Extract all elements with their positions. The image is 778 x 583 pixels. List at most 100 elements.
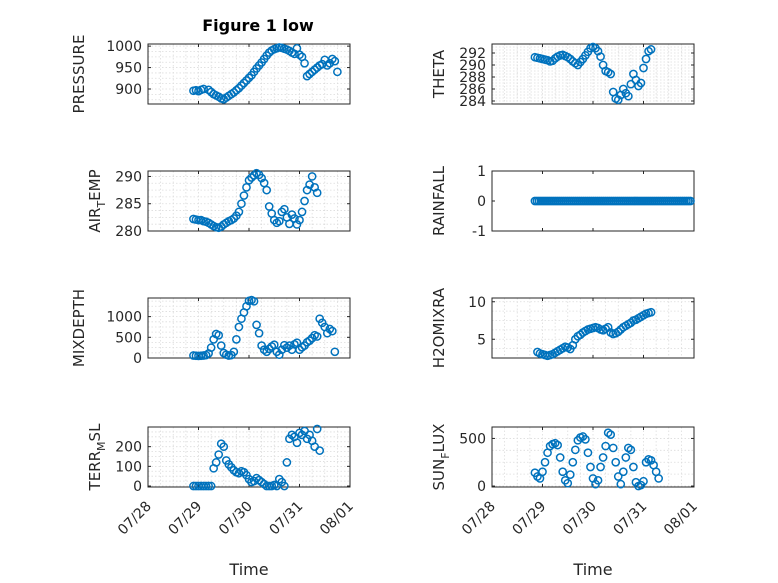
y-axis-label-sub: F <box>439 452 452 458</box>
y-axis-label: MIXDEPTH <box>70 289 88 367</box>
data-point <box>325 58 335 68</box>
x-tick-label: 07/31 <box>266 499 306 539</box>
data-point <box>596 52 605 61</box>
data-point <box>247 173 256 182</box>
data-point <box>613 472 623 481</box>
y-tick-label: 280 <box>115 224 142 240</box>
data-point <box>540 457 550 467</box>
data-point <box>629 462 638 472</box>
data-point <box>257 173 266 183</box>
y-tick-label: 286 <box>459 82 486 98</box>
x-tick-label: 08/01 <box>661 499 701 539</box>
data-point <box>548 56 557 66</box>
data-point <box>327 54 337 64</box>
data-point <box>252 320 261 330</box>
data-point <box>282 458 292 467</box>
data-point <box>613 327 623 337</box>
data-point <box>239 191 249 200</box>
y-axis-label: H2OMIXRA <box>430 287 448 368</box>
data-point <box>310 65 319 75</box>
y-tick-label: 292 <box>459 46 486 62</box>
figure-title: Figure 1 low <box>202 16 314 35</box>
data-point <box>280 481 289 491</box>
data-point <box>300 58 309 68</box>
data-point <box>327 326 337 336</box>
data-point <box>297 207 307 217</box>
y-tick-label: 284 <box>459 94 486 110</box>
data-point <box>626 445 636 455</box>
data-point <box>292 220 302 229</box>
data-point <box>593 475 603 485</box>
data-point <box>199 84 208 94</box>
data-point <box>626 79 636 89</box>
data-point <box>229 347 239 357</box>
data-point <box>282 343 292 353</box>
data-point <box>232 335 241 344</box>
data-point <box>641 54 651 64</box>
y-axis-label-rest: SL <box>86 423 104 442</box>
data-point <box>312 332 322 341</box>
data-point <box>237 199 246 209</box>
data-point <box>646 45 656 54</box>
y-tick-label: 1 <box>477 164 486 180</box>
data-point <box>305 336 314 345</box>
y-axis-label-sub: M <box>95 441 108 451</box>
subplot-h2omixra: 5 10 H2OMIXRA <box>430 287 695 368</box>
data-point <box>312 424 322 434</box>
data-point <box>322 61 332 70</box>
data-point <box>330 56 340 66</box>
data-point <box>636 78 646 88</box>
data-point <box>264 344 274 354</box>
y-axis-label: AIRTEMP <box>86 169 108 232</box>
data-point <box>262 185 272 195</box>
data-point <box>242 76 251 85</box>
data-point <box>244 73 254 83</box>
x-tick-label: 07/31 <box>610 499 650 539</box>
subplot-air_temp: 280 285 290 AIRTEMP <box>86 168 351 240</box>
data-point <box>237 81 246 90</box>
data-point <box>206 481 216 491</box>
data-point <box>295 215 304 225</box>
data-point <box>618 467 628 477</box>
data-point <box>295 50 304 60</box>
data-point <box>249 296 259 306</box>
data-point <box>586 462 595 472</box>
data-point <box>654 474 664 483</box>
data-point <box>558 467 568 477</box>
plot-area <box>492 427 694 487</box>
y-tick-label: 290 <box>459 58 486 74</box>
subplot-terr_msl: 0 100 200 TERRMSL 07/28 07/29 07/30 07/31 08/01 T… <box>86 423 357 579</box>
data-point <box>315 446 325 455</box>
data-point <box>598 453 608 462</box>
data-point <box>606 69 616 79</box>
x-tick-label: 07/28 <box>459 499 499 539</box>
y-tick-label: 0 <box>133 479 142 495</box>
data-point <box>624 91 633 101</box>
data-point <box>596 462 605 472</box>
y-tick-label: 5 <box>477 332 486 348</box>
y-tick-label: 1000 <box>106 310 142 326</box>
data-point <box>639 476 648 486</box>
data-point <box>234 83 244 93</box>
y-tick-label: 500 <box>459 431 486 447</box>
plot-area <box>148 298 350 358</box>
data-point <box>606 430 616 439</box>
data-point <box>583 448 593 458</box>
x-tick-label: 07/30 <box>560 499 600 539</box>
data-point <box>616 479 626 489</box>
x-axis-label: Time <box>572 560 612 579</box>
y-axis-label: SUNFLUX <box>430 424 452 491</box>
data-point <box>646 307 656 317</box>
data-point <box>239 78 249 88</box>
y-tick-label: 950 <box>115 61 142 77</box>
data-point <box>234 207 244 217</box>
data-point <box>302 71 312 81</box>
y-axis-label: THETA <box>430 49 448 99</box>
subplot-mixdepth: 0 500 1000 MIXDEPTH <box>70 289 351 367</box>
data-point <box>611 457 621 467</box>
subplot-sun_flux: 0 500 SUNFLUX 07/28 07/29 07/30 07/31 08/01 Time <box>430 424 701 579</box>
y-tick-label: 100 <box>115 459 142 475</box>
x-tick-label: 07/28 <box>115 499 155 539</box>
y-axis-label-main: TERR <box>86 451 104 492</box>
y-tick-label: 10 <box>468 295 486 311</box>
